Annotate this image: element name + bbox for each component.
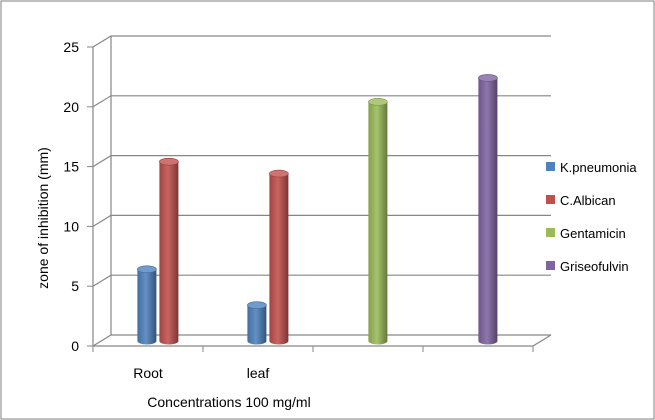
y-tick-label: 5: [71, 278, 79, 294]
bar-k-pneumonia: [137, 265, 157, 345]
x-axis-title: Concentrations 100 mg/ml: [147, 394, 310, 410]
bars: [137, 74, 498, 345]
tick-labels: 0 5 10 15 20 25 Root leaf: [63, 39, 269, 381]
y-tick-label: 25: [63, 39, 79, 55]
bar-c-albican: [159, 157, 179, 345]
axes: [87, 36, 552, 352]
y-tick-label: 20: [63, 99, 79, 115]
legend-label: Griseofulvin: [560, 259, 629, 274]
bar-griseofulvin: [478, 74, 498, 345]
legend-swatch: [546, 228, 555, 237]
bar-c-albican: [269, 169, 289, 345]
x-tick-label: leaf: [247, 365, 270, 381]
y-tick-label: 10: [63, 218, 79, 234]
bar-gentamicin: [368, 98, 388, 345]
x-tick-label: Root: [133, 365, 163, 381]
legend-label: C.Albican: [560, 193, 616, 208]
legend-label: Gentamicin: [560, 226, 626, 241]
y-axis-title: zone of inhibition (mm): [35, 147, 51, 289]
legend: K.pneumonia C.Albican Gentamicin Griseofulv…: [546, 160, 637, 274]
legend-swatch: [546, 261, 555, 270]
y-tick-label: 15: [63, 159, 79, 175]
legend-label: K.pneumonia: [560, 160, 637, 175]
bar-k-pneumonia: [247, 301, 267, 345]
y-tick-label: 0: [71, 338, 79, 354]
legend-swatch: [546, 195, 555, 204]
legend-swatch: [546, 162, 555, 171]
